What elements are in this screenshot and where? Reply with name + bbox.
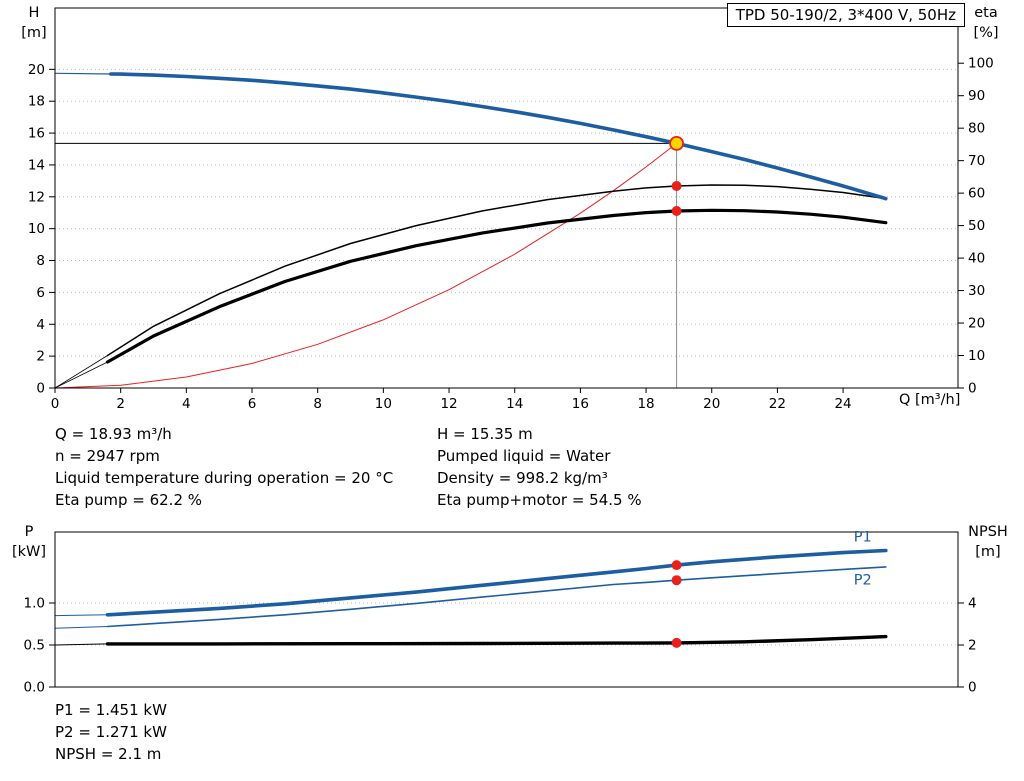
- npsh-axis-name: NPSH: [968, 524, 1008, 540]
- right-axis-tick-label: 10: [968, 348, 985, 364]
- result-p2: P2 = 1.271 kW: [55, 723, 167, 741]
- x-tick-label: 2: [116, 396, 125, 412]
- right-axis-tick-label: 50: [968, 218, 985, 234]
- x-tick-label: 10: [375, 396, 392, 412]
- left-axis-tick-label: 0: [36, 381, 45, 397]
- power-axis-name: P: [24, 524, 34, 540]
- right-axis-tick-label: 0: [968, 381, 977, 397]
- x-tick-label: 20: [703, 396, 720, 412]
- right-axis-tick-label: 90: [968, 88, 985, 104]
- left-axis-tick-label: 0.5: [24, 637, 45, 653]
- top-chart-left-axis-title: H [m]: [14, 3, 54, 43]
- eta-pump-motor-curve-lead: [54, 361, 108, 389]
- result-p1: P1 = 1.451 kW: [55, 701, 167, 719]
- right-axis-tick-label: 60: [968, 186, 985, 202]
- x-tick-label: 22: [769, 396, 786, 412]
- x-tick-label: 8: [313, 396, 322, 412]
- p1-curve-lead: [54, 614, 108, 617]
- operating-point-dot: [671, 637, 682, 648]
- operating-point-dot: [671, 575, 682, 586]
- p1-curve: [105, 548, 888, 617]
- head-axis-name: H: [28, 5, 40, 21]
- x-tick-label: 16: [572, 396, 589, 412]
- right-axis-tick-label: 0: [968, 680, 977, 696]
- left-axis-tick-label: 10: [28, 221, 45, 237]
- pump-title-box: TPD 50-190/2, 3*400 V, 50Hz: [726, 3, 965, 27]
- left-axis-tick-label: 20: [28, 62, 45, 78]
- left-axis-tick-label: 2: [36, 349, 45, 365]
- result-npsh: NPSH = 2.1 m: [55, 745, 162, 763]
- hq-eta-chart: 0 2 4 6 8 10 12 14 16 18 20 22 240246810121416182001…: [28, 7, 994, 412]
- head-axis-unit: [m]: [21, 25, 47, 41]
- pump-curve-lead: [54, 72, 112, 75]
- left-axis-tick-label: 1.0: [24, 595, 45, 611]
- right-axis-tick-label: 4: [968, 595, 977, 611]
- result-speed: n = 2947 rpm: [55, 447, 160, 465]
- right-axis-tick-label: 30: [968, 283, 985, 299]
- right-axis-tick-label: 2: [968, 637, 977, 653]
- x-tick-label: 6: [248, 396, 257, 412]
- power-results-column: P1 = 1.451 kW P2 = 1.271 kW NPSH = 2.1 m: [55, 699, 167, 765]
- pump-curve: [109, 72, 888, 201]
- eta-pump-curve-lead: [54, 355, 108, 389]
- bottom-chart-right-axis-title: NPSH [m]: [958, 522, 1018, 562]
- operating-point-dot: [671, 181, 682, 191]
- x-tick-label: 14: [506, 396, 523, 412]
- p2-curve-lead: [54, 626, 108, 629]
- operating-point-dot: [671, 206, 682, 216]
- left-axis-tick-label: 12: [28, 189, 45, 205]
- right-axis-tick-label: 70: [968, 153, 985, 169]
- x-tick-label: 18: [637, 396, 654, 412]
- duty-results-left-column: Q = 18.93 m³/h n = 2947 rpm Liquid tempe…: [55, 423, 393, 511]
- left-axis-tick-label: 6: [36, 285, 45, 301]
- x-tick-label: 12: [440, 396, 457, 412]
- npsh-axis-unit: [m]: [975, 544, 1001, 560]
- system-curve: [54, 142, 678, 389]
- top-chart-right-axis-title: eta [%]: [962, 3, 1010, 43]
- duty-point-marker[interactable]: [669, 135, 684, 151]
- right-axis-tick-label: 100: [968, 56, 994, 72]
- plot-frame: [54, 531, 959, 688]
- plot-frame: [54, 7, 959, 389]
- eta-axis-unit: [%]: [973, 25, 999, 41]
- flow-axis-title: Q [m³/h]: [899, 392, 961, 408]
- npsh-curve: [105, 634, 888, 646]
- bottom-chart-left-axis-title: P [kW]: [6, 522, 52, 562]
- left-axis-tick-label: 16: [28, 126, 45, 142]
- curve-label-p2: P2: [854, 573, 872, 589]
- left-axis-tick-label: 4: [36, 317, 45, 333]
- eta-axis-name: eta: [974, 5, 998, 21]
- power-npsh-chart: 0.0 0.5 1.0 0 2 4 P1 P2: [24, 530, 977, 696]
- power-axis-unit: [kW]: [11, 544, 47, 560]
- result-density: Density = 998.2 kg/m³: [437, 469, 608, 487]
- duty-results-right-column: H = 15.35 m Pumped liquid = Water Densit…: [437, 423, 642, 511]
- result-liquid-temperature: Liquid temperature during operation = 20…: [55, 469, 394, 487]
- x-tick-label: 4: [182, 396, 191, 412]
- left-axis-tick-label: 18: [28, 94, 45, 110]
- left-axis-tick-label: 0.0: [24, 680, 45, 696]
- result-head: H = 15.35 m: [437, 425, 533, 443]
- eta-pump-motor-curve: [105, 208, 888, 364]
- npsh-curve-lead: [54, 643, 108, 646]
- right-axis-tick-label: 80: [968, 121, 985, 137]
- eta-pump-curve: [106, 184, 887, 357]
- left-axis-tick-label: 14: [28, 157, 45, 173]
- result-pumped-liquid: Pumped liquid = Water: [437, 447, 611, 465]
- result-eta-pump-motor: Eta pump+motor = 54.5 %: [437, 491, 642, 509]
- operating-point-dot: [671, 560, 682, 571]
- left-axis-tick-label: 8: [36, 253, 45, 269]
- p2-curve: [106, 566, 887, 628]
- result-flow: Q = 18.93 m³/h: [55, 425, 172, 443]
- x-tick-label: 24: [834, 396, 851, 412]
- right-axis-tick-label: 40: [968, 251, 985, 267]
- right-axis-tick-label: 20: [968, 316, 985, 332]
- x-tick-label: 0: [51, 396, 60, 412]
- curve-label-p1: P1: [854, 530, 872, 546]
- result-eta-pump: Eta pump = 62.2 %: [55, 491, 203, 509]
